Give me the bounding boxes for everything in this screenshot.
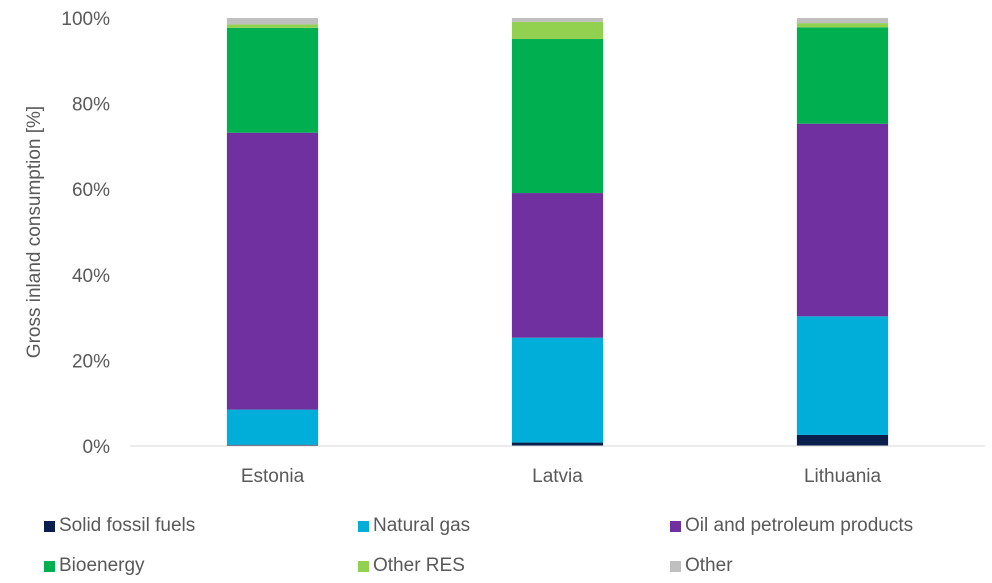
legend-item: Other RES	[358, 555, 465, 577]
legend-item: Solid fossil fuels	[44, 515, 195, 537]
bar-stack-estonia	[226, 18, 319, 446]
bar-segment-oil-and-petroleum-products	[796, 123, 889, 317]
bar-stacks	[226, 18, 889, 446]
bar-segment-solid-fossil-fuels	[226, 444, 319, 446]
bar-segment-solid-fossil-fuels	[511, 442, 604, 446]
bar-segment-other	[796, 18, 889, 24]
bar-segment-bioenergy	[226, 27, 319, 133]
legend-item: Natural gas	[358, 515, 470, 537]
legend: Solid fossil fuels Natural gas Oil and pet…	[0, 505, 992, 583]
legend-item: Other	[670, 555, 733, 577]
stacked-bar-chart: 0% 20% 40% 60% 80% 100% Estonia Latvia Lithuani…	[24, 9, 985, 487]
legend-label: Other	[685, 555, 733, 576]
bar-segment-bioenergy	[796, 27, 889, 124]
legend-label: Natural gas	[373, 515, 471, 536]
bar-segment-other-res	[226, 24, 319, 28]
bar-segment-oil-and-petroleum-products	[511, 193, 604, 338]
legend-label: Other RES	[373, 555, 465, 576]
legend-swatch	[358, 560, 369, 572]
legend-swatch	[44, 520, 55, 532]
bar-segment-natural-gas	[226, 409, 319, 445]
bar-segment-solid-fossil-fuels	[796, 434, 889, 446]
x-tick-label: Latvia	[532, 466, 583, 487]
y-tick-label: 100%	[61, 9, 110, 30]
legend-swatch	[44, 560, 55, 572]
x-tick-label: Estonia	[241, 466, 305, 487]
bar-segment-bioenergy	[511, 38, 604, 194]
legend-label: Oil and petroleum products	[685, 515, 914, 536]
legend-swatch	[670, 520, 681, 532]
y-tick-label: 20%	[72, 351, 110, 372]
y-tick-label: 80%	[72, 95, 110, 116]
bar-stack-latvia	[511, 18, 604, 446]
x-tick-label: Lithuania	[804, 466, 882, 487]
bar-segment-other	[226, 18, 319, 25]
bar-segment-other-res	[796, 23, 889, 28]
legend-swatch	[670, 560, 681, 572]
bar-segment-natural-gas	[511, 337, 604, 443]
y-axis-ticks: 0% 20% 40% 60% 80% 100%	[61, 9, 110, 458]
bar-segment-other	[511, 18, 604, 22]
legend-item: Bioenergy	[44, 555, 145, 577]
y-tick-label: 60%	[72, 180, 110, 201]
legend-label: Solid fossil fuels	[59, 515, 196, 536]
bar-segment-other-res	[511, 21, 604, 39]
x-axis-ticks: Estonia Latvia Lithuania	[241, 466, 882, 487]
y-tick-label: 0%	[83, 437, 111, 458]
bar-segment-natural-gas	[796, 316, 889, 435]
y-tick-label: 40%	[72, 266, 110, 287]
legend-swatch	[358, 520, 369, 532]
legend-label: Bioenergy	[59, 555, 145, 576]
legend-item: Oil and petroleum products	[670, 515, 913, 537]
y-axis-title: Gross inland consumption [%]	[24, 106, 45, 358]
bar-stack-lithuania	[796, 18, 889, 446]
bar-segment-oil-and-petroleum-products	[226, 132, 319, 410]
